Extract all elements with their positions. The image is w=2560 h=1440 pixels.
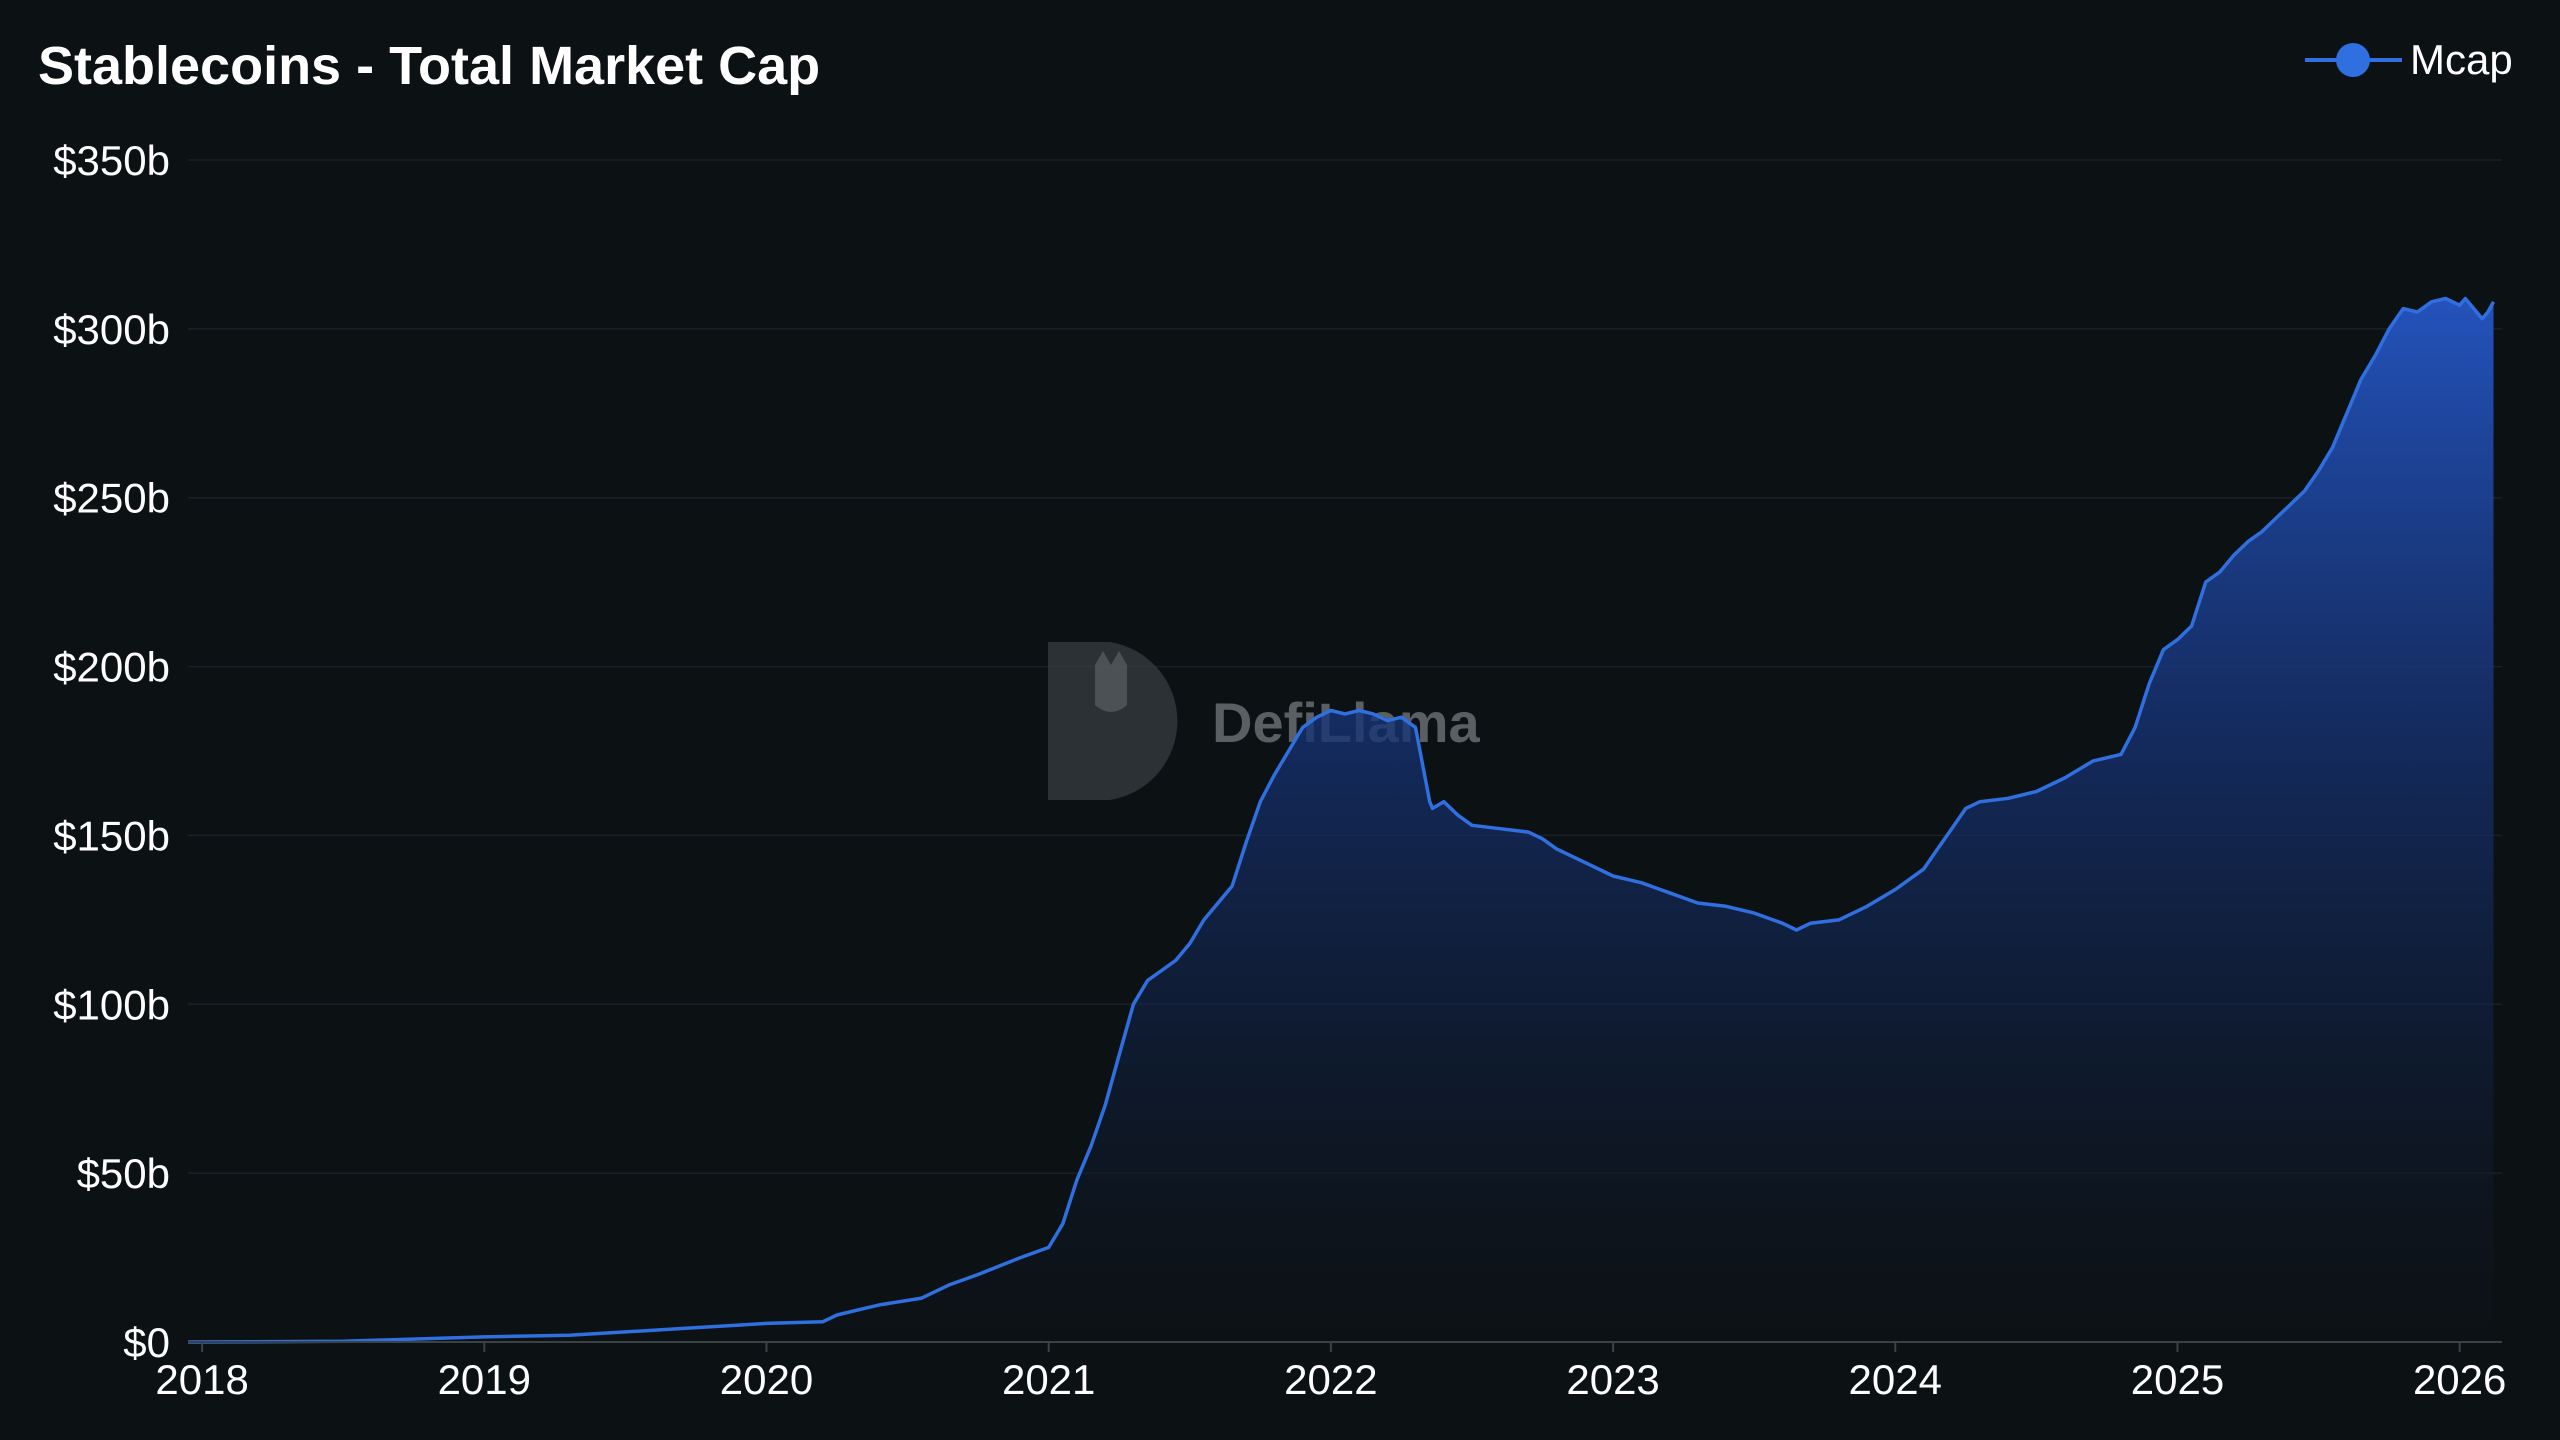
x-axis-ticks: 2018 2019 2020 2021 2022 2023 2024 2025 2026 xyxy=(155,1342,2506,1403)
x-tick-label: 2023 xyxy=(1566,1356,1659,1403)
y-tick-label: $150b xyxy=(53,812,170,859)
mcap-line xyxy=(187,296,2496,1344)
y-tick-label: $100b xyxy=(53,981,170,1028)
y-axis-ticks: $0 $50b $100b $150b $200b $250b $300b $350b xyxy=(53,137,170,1366)
x-tick-label: 2024 xyxy=(1849,1356,1942,1403)
chart-title: Stablecoins - Total Market Cap xyxy=(38,36,820,96)
y-tick-label: $0 xyxy=(123,1319,170,1366)
y-tick-label: $350b xyxy=(53,137,170,184)
mcap-area xyxy=(188,298,2494,1342)
legend[interactable]: Mcap xyxy=(2305,36,2513,83)
legend-label: Mcap xyxy=(2410,36,2513,83)
legend-dot-icon xyxy=(2336,43,2370,77)
x-tick-label: 2026 xyxy=(2413,1356,2506,1403)
x-tick-label: 2021 xyxy=(1002,1356,1095,1403)
x-tick-label: 2025 xyxy=(2131,1356,2224,1403)
x-tick-label: 2019 xyxy=(438,1356,531,1403)
x-tick-label: 2018 xyxy=(155,1356,248,1403)
llama-logo-icon xyxy=(1048,642,1178,800)
y-tick-label: $200b xyxy=(53,644,170,691)
y-tick-label: $300b xyxy=(53,306,170,353)
y-tick-label: $250b xyxy=(53,475,170,522)
y-tick-label: $50b xyxy=(77,1150,170,1197)
x-tick-label: 2020 xyxy=(720,1356,813,1403)
x-tick-label: 2022 xyxy=(1284,1356,1377,1403)
